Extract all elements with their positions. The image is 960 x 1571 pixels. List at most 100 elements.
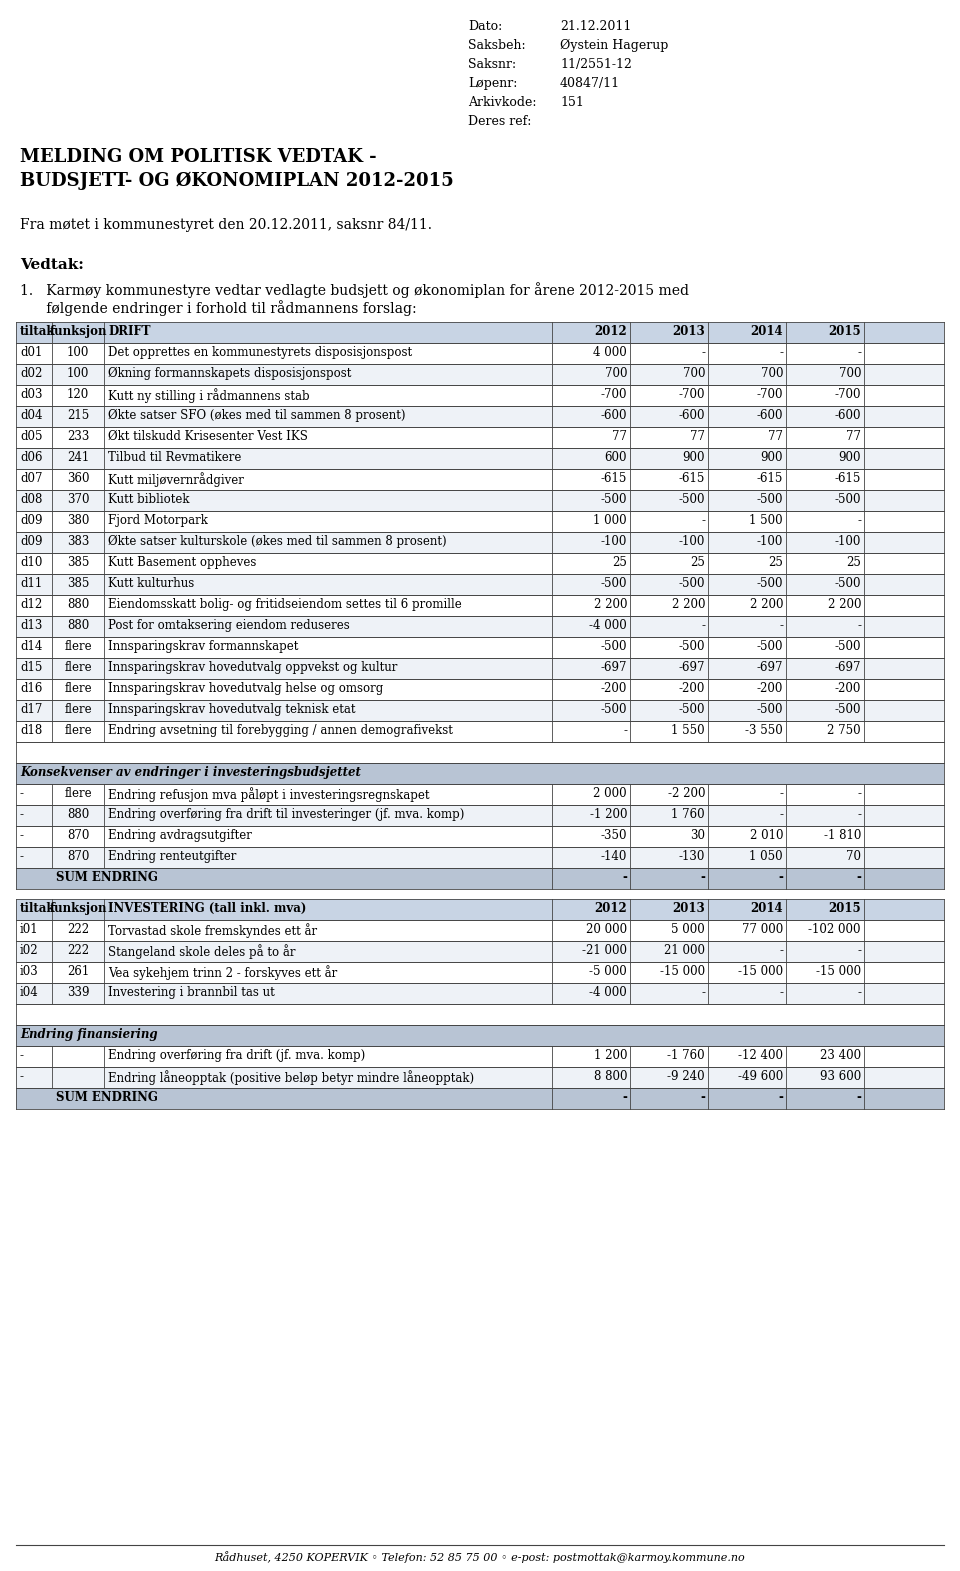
Text: -697: -697 <box>679 661 705 674</box>
Text: -3 550: -3 550 <box>745 724 783 737</box>
Text: -200: -200 <box>834 682 861 694</box>
Text: -: - <box>701 514 705 526</box>
Text: Kutt Basement oppheves: Kutt Basement oppheves <box>108 556 256 569</box>
Bar <box>16 869 944 889</box>
Text: Det opprettes en kommunestyrets disposisjonspost: Det opprettes en kommunestyrets disposis… <box>108 346 412 360</box>
Bar <box>16 385 944 405</box>
Text: Endring overføring fra drift (jf. mva. komp): Endring overføring fra drift (jf. mva. k… <box>108 1049 365 1062</box>
Text: Tilbud til Revmatikere: Tilbud til Revmatikere <box>108 451 241 463</box>
Text: 383: 383 <box>67 536 89 548</box>
Text: -130: -130 <box>679 850 705 862</box>
Text: -: - <box>701 346 705 360</box>
Text: 700: 700 <box>683 368 705 380</box>
Text: d15: d15 <box>20 661 42 674</box>
Text: 11/2551-12: 11/2551-12 <box>560 58 632 71</box>
Bar <box>16 983 944 1004</box>
Text: Endring overføring fra drift til investeringer (jf. mva. komp): Endring overføring fra drift til investe… <box>108 807 465 822</box>
Text: Innsparingskrav formannskapet: Innsparingskrav formannskapet <box>108 639 299 654</box>
Bar <box>16 364 944 385</box>
Text: 700: 700 <box>760 368 783 380</box>
Bar <box>16 658 944 679</box>
Text: d16: d16 <box>20 682 42 694</box>
Text: 2013: 2013 <box>672 325 705 338</box>
Text: -1 810: -1 810 <box>824 829 861 842</box>
Bar <box>16 405 944 427</box>
Text: -: - <box>779 787 783 800</box>
Text: -140: -140 <box>601 850 627 862</box>
Text: Kutt kulturhus: Kutt kulturhus <box>108 577 194 591</box>
Text: -200: -200 <box>679 682 705 694</box>
Text: i04: i04 <box>20 987 38 999</box>
Text: Torvastad skole fremskyndes ett år: Torvastad skole fremskyndes ett år <box>108 924 317 938</box>
Text: -1 760: -1 760 <box>667 1049 705 1062</box>
Text: SUM ENDRING: SUM ENDRING <box>56 870 157 884</box>
Text: -: - <box>700 1090 705 1104</box>
Text: d12: d12 <box>20 599 42 611</box>
Text: -: - <box>856 870 861 884</box>
Text: -700: -700 <box>601 388 627 401</box>
Text: Konsekvenser av endringer i investeringsbudsjettet: Konsekvenser av endringer i investerings… <box>20 767 361 779</box>
Text: 2 750: 2 750 <box>828 724 861 737</box>
Text: -15 000: -15 000 <box>816 965 861 979</box>
Text: flere: flere <box>64 682 92 694</box>
Text: 870: 870 <box>67 850 89 862</box>
Text: Innsparingskrav hovedutvalg helse og omsorg: Innsparingskrav hovedutvalg helse og oms… <box>108 682 383 694</box>
Text: -100: -100 <box>834 536 861 548</box>
Text: flere: flere <box>64 639 92 654</box>
Text: -: - <box>779 870 783 884</box>
Bar <box>16 679 944 701</box>
Text: tiltak: tiltak <box>20 902 56 914</box>
Text: 2012: 2012 <box>594 902 627 914</box>
Text: -2 200: -2 200 <box>667 787 705 800</box>
Text: 151: 151 <box>560 96 584 108</box>
Bar <box>16 721 944 742</box>
Text: 2012: 2012 <box>594 325 627 338</box>
Text: 880: 880 <box>67 807 89 822</box>
Text: 77: 77 <box>612 430 627 443</box>
Text: Saksnr:: Saksnr: <box>468 58 516 71</box>
Text: -1 200: -1 200 <box>589 807 627 822</box>
Text: -: - <box>20 1049 24 1062</box>
Text: Fra møtet i kommunestyret den 20.12.2011, saksnr 84/11.: Fra møtet i kommunestyret den 20.12.2011… <box>20 218 432 233</box>
Text: -: - <box>857 987 861 999</box>
Text: -15 000: -15 000 <box>738 965 783 979</box>
Text: -500: -500 <box>834 702 861 716</box>
Text: Saksbeh:: Saksbeh: <box>468 39 526 52</box>
Bar <box>16 573 944 595</box>
Text: 339: 339 <box>67 987 89 999</box>
Text: -615: -615 <box>834 471 861 485</box>
Text: -600: -600 <box>834 408 861 423</box>
Text: -500: -500 <box>601 702 627 716</box>
Text: -700: -700 <box>679 388 705 401</box>
Text: d06: d06 <box>20 451 42 463</box>
Bar <box>16 322 944 342</box>
Text: -49 600: -49 600 <box>737 1070 783 1082</box>
Text: Endring avdragsutgifter: Endring avdragsutgifter <box>108 829 252 842</box>
Text: d14: d14 <box>20 639 42 654</box>
Text: -: - <box>700 870 705 884</box>
Bar <box>16 533 944 553</box>
Text: d07: d07 <box>20 471 42 485</box>
Text: 2 200: 2 200 <box>671 599 705 611</box>
Text: Vedtak:: Vedtak: <box>20 258 84 272</box>
Text: 70: 70 <box>846 850 861 862</box>
Text: -: - <box>857 619 861 632</box>
Text: 120: 120 <box>67 388 89 401</box>
Text: 2 000: 2 000 <box>593 787 627 800</box>
Text: -9 240: -9 240 <box>667 1070 705 1082</box>
Text: -: - <box>623 724 627 737</box>
Bar <box>16 941 944 961</box>
Text: -100: -100 <box>756 536 783 548</box>
Text: -15 000: -15 000 <box>660 965 705 979</box>
Text: 1 050: 1 050 <box>750 850 783 862</box>
Bar <box>16 616 944 636</box>
Text: 880: 880 <box>67 619 89 632</box>
Text: Endring avsetning til forebygging / annen demografivekst: Endring avsetning til forebygging / anne… <box>108 724 453 737</box>
Text: -600: -600 <box>601 408 627 423</box>
Text: 360: 360 <box>67 471 89 485</box>
Text: 700: 700 <box>605 368 627 380</box>
Text: INVESTERING (tall inkl. mva): INVESTERING (tall inkl. mva) <box>108 902 306 914</box>
Text: 1 200: 1 200 <box>593 1049 627 1062</box>
Text: -500: -500 <box>834 639 861 654</box>
Text: Deres ref:: Deres ref: <box>468 115 532 127</box>
